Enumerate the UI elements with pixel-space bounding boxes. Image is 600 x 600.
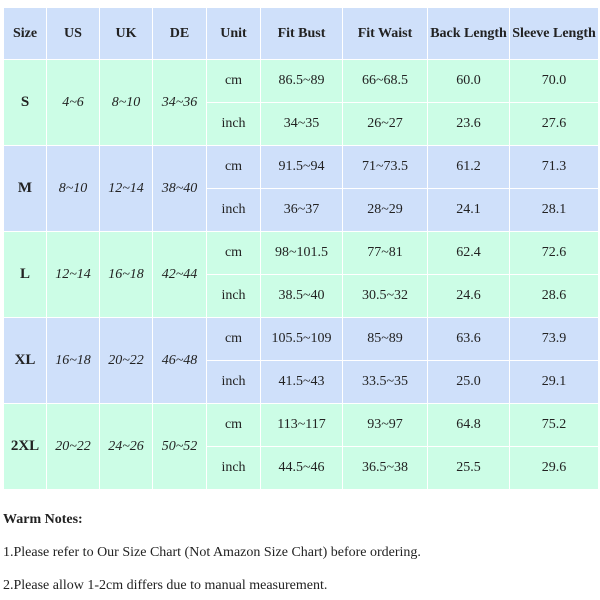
table-cell: 41.5~43 [260, 360, 343, 404]
table-cell: 72.6 [509, 231, 599, 275]
table-cell: 61.2 [427, 145, 510, 189]
table-cell: 38~40 [152, 145, 207, 232]
table-cell: 8~10 [46, 145, 100, 232]
table-cell: cm [206, 59, 261, 103]
table-cell: 38.5~40 [260, 274, 343, 318]
table-cell: 20~22 [99, 317, 153, 404]
table-row: inch 34~35 26~27 23.6 27.6 [4, 102, 599, 146]
table-cell: inch [206, 274, 261, 318]
table-cell: 46~48 [152, 317, 207, 404]
table-cell: 29.1 [509, 360, 599, 404]
table-cell: 73.9 [509, 317, 599, 361]
table-cell: 12~14 [99, 145, 153, 232]
table-cell: 75.2 [509, 403, 599, 447]
table-cell: 27.6 [509, 102, 599, 146]
table-cell: 93~97 [342, 403, 428, 447]
table-cell: 25.5 [427, 446, 510, 490]
table-cell: 36~37 [260, 188, 343, 232]
note-item: 1.Please refer to Our Size Chart (Not Am… [3, 545, 421, 560]
table-cell: 77~81 [342, 231, 428, 275]
column-header: Unit [206, 7, 261, 60]
table-cell: 34~36 [152, 59, 207, 146]
table-cell: 63.6 [427, 317, 510, 361]
note-item: 2.Please allow 1-2cm differs due to manu… [3, 578, 328, 593]
column-header: UK [99, 7, 153, 60]
table-cell: 36.5~38 [342, 446, 428, 490]
table-cell: 26~27 [342, 102, 428, 146]
table-cell: 66~68.5 [342, 59, 428, 103]
table-cell: 60.0 [427, 59, 510, 103]
table-cell: 86.5~89 [260, 59, 343, 103]
table-cell: 23.6 [427, 102, 510, 146]
table-cell: 113~117 [260, 403, 343, 447]
table-cell: 8~10 [99, 59, 153, 146]
table-cell: 62.4 [427, 231, 510, 275]
table-row: M 8~10 12~14 38~40 cm 91.5~94 71~73.5 61.2 71.3 [3, 145, 599, 232]
table-cell: 70.0 [509, 59, 599, 103]
table-cell: 2XL [3, 403, 47, 490]
table-cell: 16~18 [99, 231, 153, 318]
table-cell: inch [206, 102, 261, 146]
table-cell: 42~44 [152, 231, 207, 318]
table-cell: 85~89 [342, 317, 428, 361]
table-cell: 98~101.5 [260, 231, 343, 275]
table-cell: inch [206, 188, 261, 232]
table-cell: cm [206, 145, 261, 189]
notes-title: Warm Notes: [3, 512, 83, 527]
table-cell: 44.5~46 [260, 446, 343, 490]
table-cell: 33.5~35 [342, 360, 428, 404]
table-row: inch 38.5~40 30.5~32 24.6 28.6 [4, 274, 599, 318]
column-header: US [46, 7, 100, 60]
table-cell: 34~35 [260, 102, 343, 146]
column-header: Size [3, 7, 47, 60]
table-cell: 50~52 [152, 403, 207, 490]
table-cell: 24~26 [99, 403, 153, 490]
table-cell: 28.6 [509, 274, 599, 318]
table-cell: 24.1 [427, 188, 510, 232]
table-row: S 4~6 8~10 34~36 cm 86.5~89 66~68.5 60.0 70.0 [3, 59, 599, 146]
column-header: Fit Bust [260, 7, 343, 60]
column-header: Fit Waist [342, 7, 428, 60]
table-cell: 105.5~109 [260, 317, 343, 361]
table-cell: 64.8 [427, 403, 510, 447]
table-cell: 29.6 [509, 446, 599, 490]
table-cell: 71~73.5 [342, 145, 428, 189]
size-chart-table: Size US UK DE Unit Fit Bust Fit Waist Back Leng… [3, 7, 599, 490]
table-cell: cm [206, 231, 261, 275]
table-cell: 91.5~94 [260, 145, 343, 189]
table-cell: 20~22 [46, 403, 100, 490]
table-cell: 25.0 [427, 360, 510, 404]
table-cell: 30.5~32 [342, 274, 428, 318]
table-cell: inch [206, 360, 261, 404]
table-row: L 12~14 16~18 42~44 cm 98~101.5 77~81 62.4 72.6 [3, 231, 599, 318]
table-cell: 28.1 [509, 188, 599, 232]
table-cell: M [3, 145, 47, 232]
table-cell: 24.6 [427, 274, 510, 318]
table-row: XL 16~18 20~22 46~48 cm 105.5~109 85~89 63.6 73.… [3, 317, 599, 404]
header-row: Size US UK DE Unit Fit Bust Fit Waist Back Leng… [3, 7, 599, 60]
table-cell: 28~29 [342, 188, 428, 232]
table-cell: S [3, 59, 47, 146]
table-cell: cm [206, 403, 261, 447]
table-cell: XL [3, 317, 47, 404]
table-cell: cm [206, 317, 261, 361]
table-row: 2XL 20~22 24~26 50~52 cm 113~117 93~97 64.8 75.2 [3, 403, 599, 490]
table-cell: 71.3 [509, 145, 599, 189]
table-row: inch 36~37 28~29 24.1 28.1 [4, 188, 599, 232]
table-row: inch 44.5~46 36.5~38 25.5 29.6 [4, 446, 599, 490]
table-row: inch 41.5~43 33.5~35 25.0 29.1 [4, 360, 599, 404]
table-cell: 4~6 [46, 59, 100, 146]
table-cell: 16~18 [46, 317, 100, 404]
column-header: DE [152, 7, 207, 60]
column-header: Sleeve Length [509, 7, 599, 60]
table-cell: L [3, 231, 47, 318]
table-cell: inch [206, 446, 261, 490]
table-cell: 12~14 [46, 231, 100, 318]
column-header: Back Length [427, 7, 510, 60]
